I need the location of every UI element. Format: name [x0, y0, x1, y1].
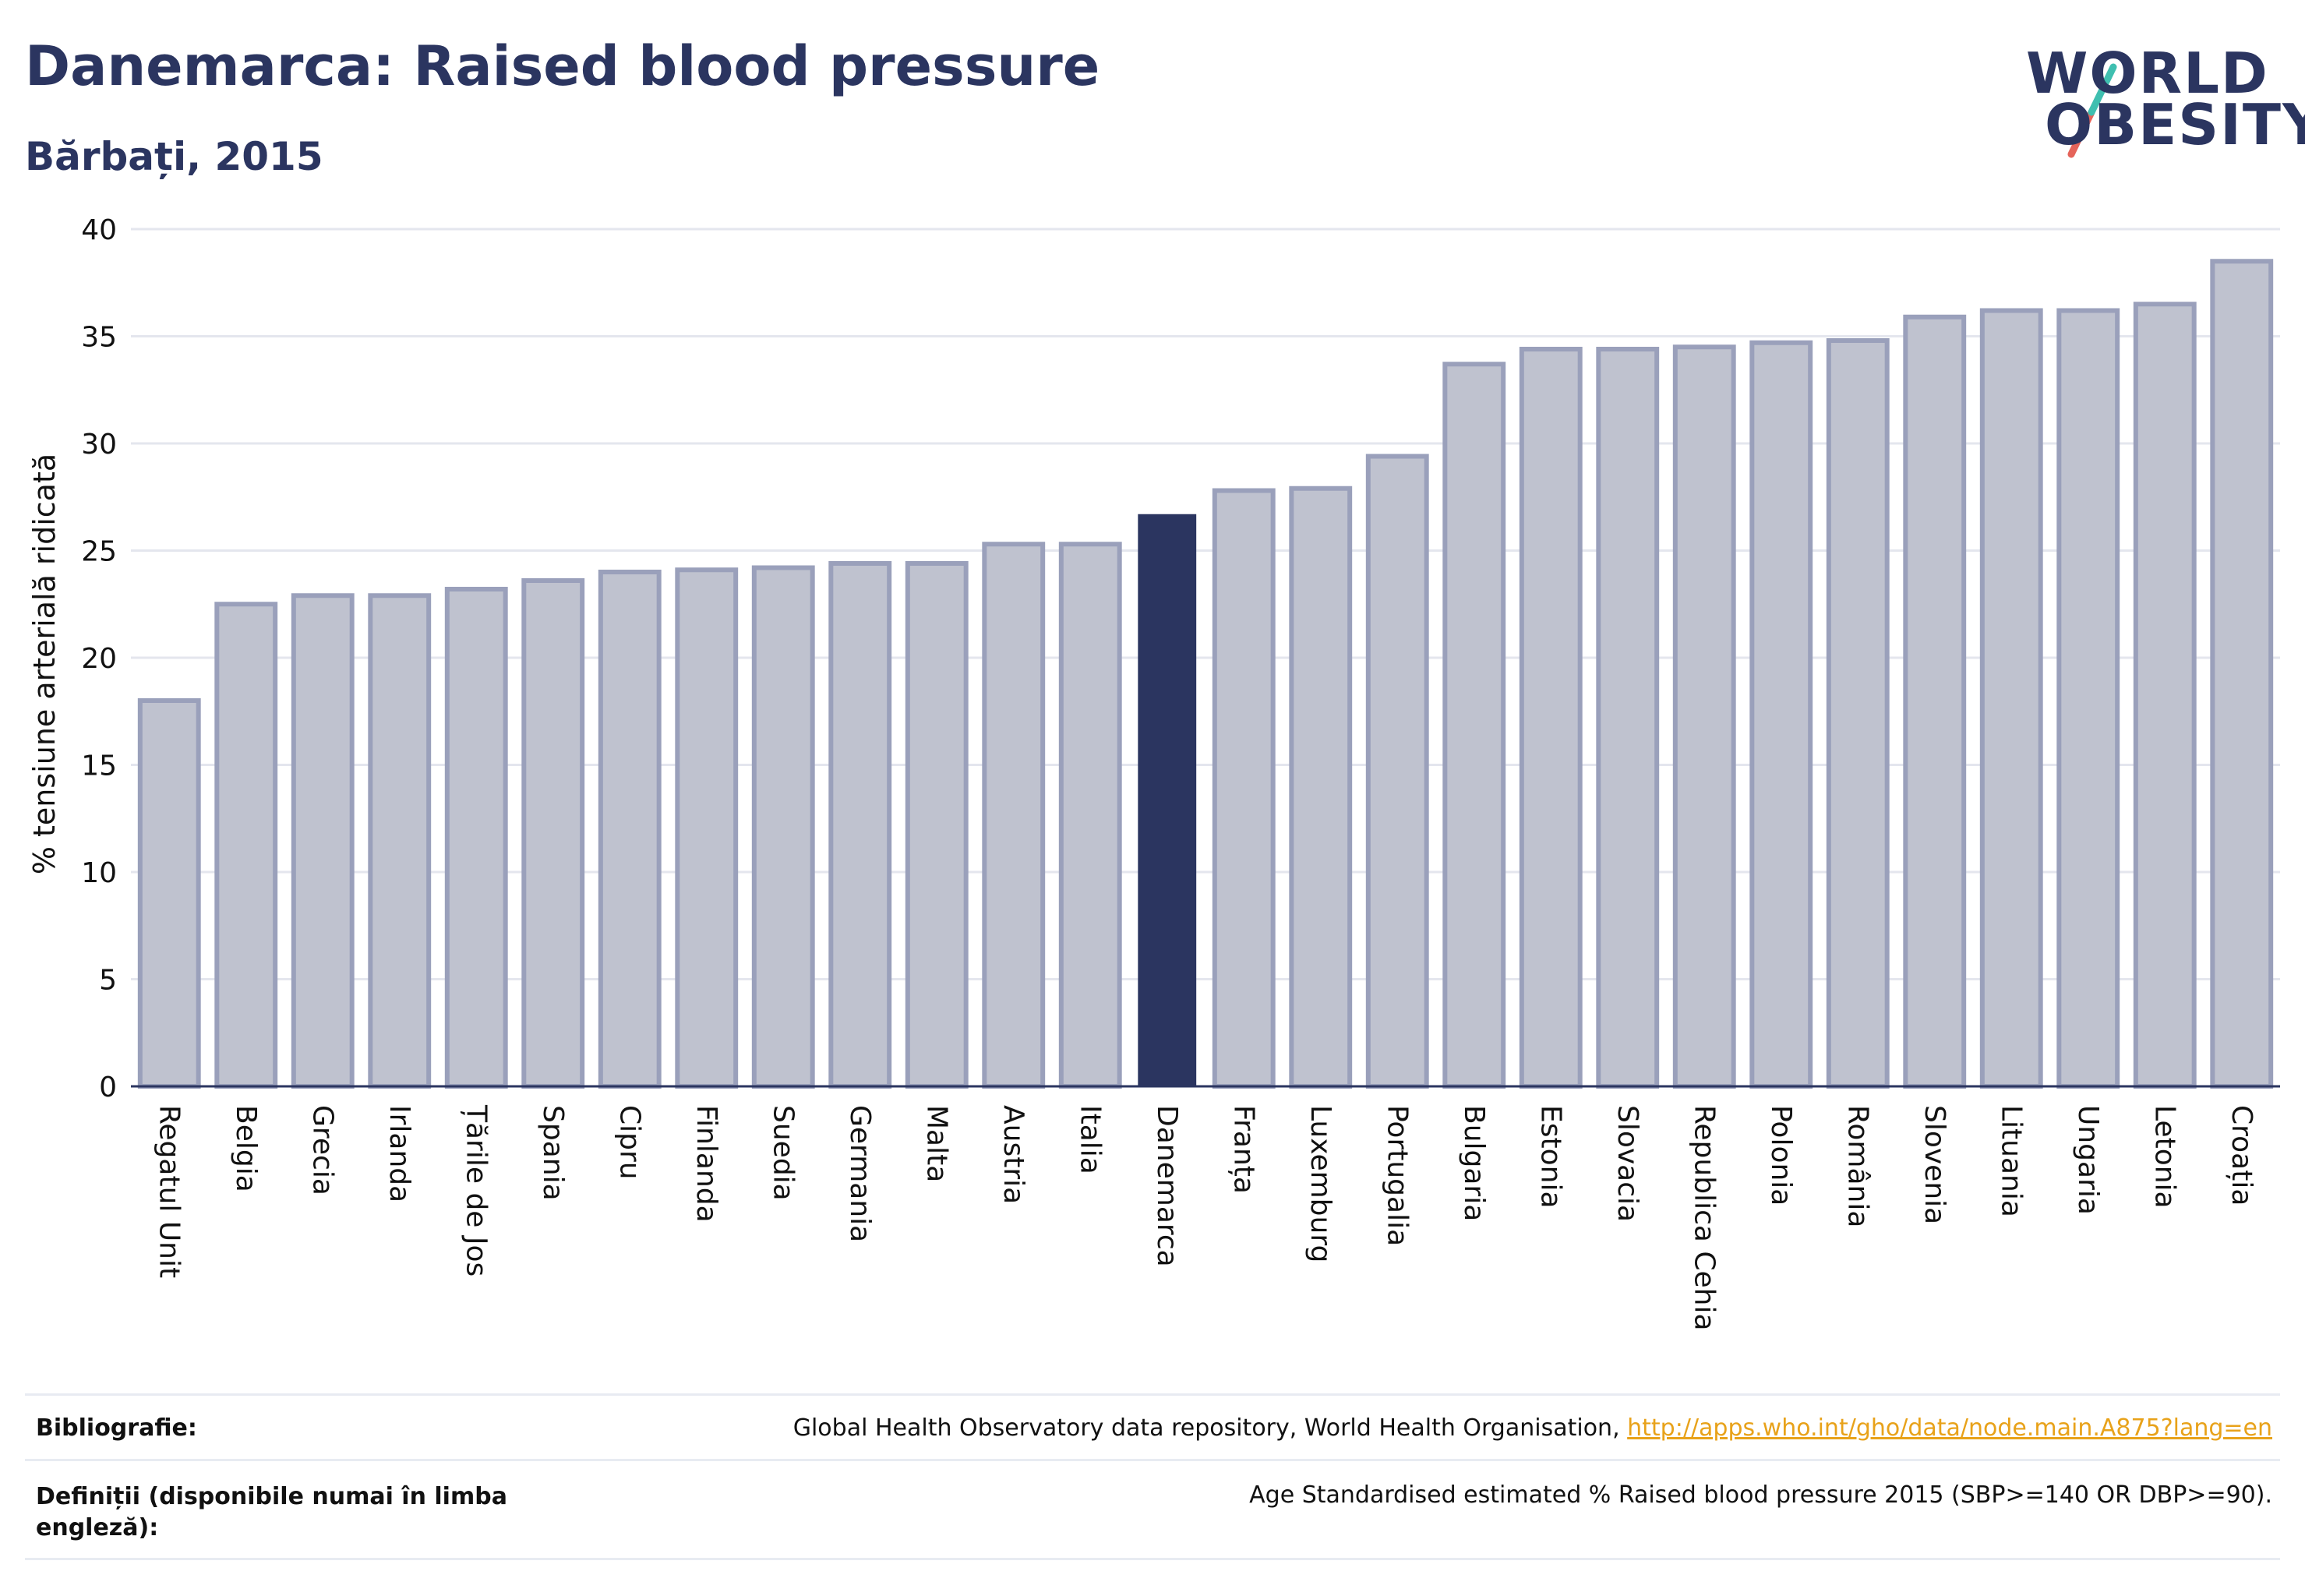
- bar[interactable]: [137, 698, 201, 1089]
- bar[interactable]: [1596, 347, 1660, 1089]
- bar[interactable]: [1979, 308, 2043, 1089]
- page-title: Danemarca: Raised blood pressure: [25, 34, 1100, 98]
- bar-chart: 0 5 10 15 20 25 30 35 40 Regatul Unit Belgia Greci…: [27, 214, 2280, 1331]
- bar[interactable]: [675, 567, 739, 1089]
- bar[interactable]: [751, 565, 815, 1089]
- y-tick-label: 30: [81, 429, 117, 461]
- x-tick-label: Țările de Jos: [460, 1104, 492, 1276]
- bar[interactable]: [444, 587, 508, 1089]
- bar[interactable]: [1058, 542, 1122, 1089]
- bars: [137, 259, 2274, 1089]
- x-tick-label: Estonia: [1534, 1105, 1566, 1209]
- footer-bibliography-row: Bibliografie: Global Health Observatory …: [25, 1393, 2280, 1461]
- y-tick-label: 20: [81, 643, 117, 675]
- x-tick-label: Ungaria: [2072, 1105, 2104, 1215]
- bar[interactable]: [1749, 340, 1813, 1089]
- bar[interactable]: [1672, 344, 1736, 1089]
- bar[interactable]: [2056, 308, 2120, 1089]
- bibliography-text: Global Health Observatory data repositor…: [792, 1414, 1628, 1442]
- logo-line-2: OBESITY: [2045, 92, 2305, 157]
- definitions-label: Definiții (disponibile numai în limba en…: [36, 1481, 507, 1544]
- bar[interactable]: [521, 578, 585, 1089]
- x-tick-label: Danemarca: [1151, 1105, 1183, 1267]
- bar[interactable]: [1289, 486, 1353, 1089]
- x-tick-label: Suedia: [767, 1105, 799, 1201]
- y-tick-label: 10: [81, 857, 117, 889]
- x-tick-label: Spania: [537, 1105, 569, 1201]
- definitions-label-line-1: Definiții (disponibile numai în limba: [36, 1483, 507, 1510]
- y-axis-label: % tensiune arterială ridicată: [27, 454, 62, 874]
- bar[interactable]: [982, 542, 1046, 1089]
- x-tick-label: Malta: [920, 1105, 952, 1182]
- x-tick-label: Cipru: [613, 1105, 645, 1180]
- bar[interactable]: [214, 602, 278, 1089]
- bar[interactable]: [368, 593, 432, 1089]
- y-tick-label: 15: [81, 750, 117, 782]
- x-tick-label: Regatul Unit: [153, 1105, 185, 1278]
- y-tick-label: 0: [99, 1072, 117, 1103]
- y-tick-label: 25: [81, 536, 117, 568]
- x-tick-label: Belgia: [230, 1105, 262, 1192]
- logo-line-1: WORLD: [2026, 41, 2269, 106]
- logo-slash-icon: [2067, 63, 2117, 158]
- y-tick-label: 5: [99, 965, 117, 997]
- page-subtitle: Bărbați, 2015: [25, 134, 323, 179]
- x-tick-label: Austria: [997, 1105, 1029, 1204]
- x-tick-label: Lituania: [1995, 1105, 2027, 1217]
- world-obesity-logo[interactable]: WORLD OBESITY: [2026, 31, 2305, 164]
- y-tick-label: 40: [81, 214, 117, 246]
- bar[interactable]: [291, 593, 355, 1089]
- bibliography-link[interactable]: http://apps.who.int/gho/data/node.main.A…: [1627, 1414, 2272, 1442]
- x-tick-label: Bulgaria: [1458, 1105, 1490, 1221]
- definitions-label-line-2: engleză):: [36, 1514, 159, 1541]
- x-tick-label: Croația: [2226, 1105, 2257, 1206]
- bibliography-value: Global Health Observatory data repositor…: [793, 1414, 2272, 1442]
- y-tick-label: 35: [81, 322, 117, 354]
- x-tick-label: Germania: [844, 1105, 876, 1242]
- x-tick-label: Luxemburg: [1304, 1105, 1336, 1262]
- x-axis-ticks: Regatul Unit Belgia Grecia Irlanda Țările de…: [153, 1104, 2257, 1331]
- bar[interactable]: [1442, 362, 1506, 1089]
- x-tick-label: Finlanda: [690, 1105, 722, 1223]
- bar[interactable]: [2133, 302, 2197, 1089]
- x-tick-label: Republica Cehia: [1688, 1105, 1720, 1331]
- bar[interactable]: [1212, 488, 1276, 1089]
- bar[interactable]: [905, 561, 969, 1089]
- x-tick-label: Italia: [1074, 1105, 1106, 1174]
- definitions-value: Age Standardised estimated % Raised bloo…: [1249, 1481, 2272, 1509]
- x-tick-label: Portugalia: [1381, 1105, 1413, 1246]
- bar[interactable]: [828, 561, 892, 1089]
- bar[interactable]: [1903, 314, 1967, 1089]
- x-tick-label: Grecia: [306, 1105, 338, 1195]
- y-axis-ticks: 0 5 10 15 20 25 30 35 40: [81, 214, 117, 1103]
- x-tick-label: România: [1841, 1105, 1873, 1227]
- footer-definitions-row: Definiții (disponibile numai în limba en…: [25, 1459, 2280, 1560]
- bar[interactable]: [1365, 454, 1429, 1089]
- x-tick-label: Franța: [1227, 1105, 1259, 1194]
- bar-highlight[interactable]: [1138, 514, 1197, 1086]
- x-tick-label: Letonia: [2148, 1105, 2180, 1209]
- x-tick-label: Irlanda: [383, 1105, 415, 1202]
- bar[interactable]: [598, 570, 662, 1089]
- bar[interactable]: [1519, 347, 1583, 1089]
- x-tick-label: Polonia: [1765, 1105, 1797, 1206]
- bar[interactable]: [2210, 259, 2274, 1089]
- x-tick-label: Slovacia: [1611, 1105, 1643, 1222]
- bibliography-label: Bibliografie:: [36, 1414, 197, 1442]
- x-tick-label: Slovenia: [1918, 1105, 1950, 1224]
- bar[interactable]: [1826, 338, 1890, 1089]
